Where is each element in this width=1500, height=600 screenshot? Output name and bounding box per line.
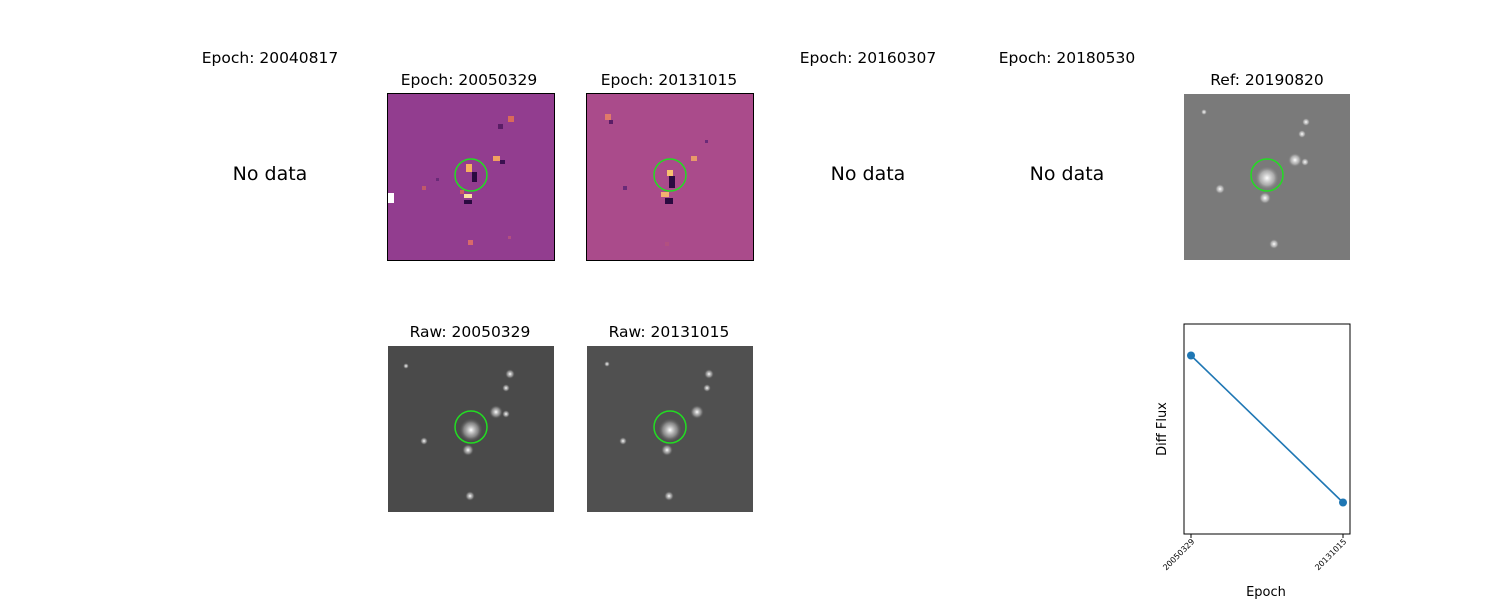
series-line — [1190, 354, 1344, 504]
x-axis-label: Epoch — [1246, 585, 1286, 600]
diff-flux-light-curve: 20050329 20131015 Diff Flux Epoch — [1155, 323, 1351, 600]
raw-image-20050329 — [388, 346, 554, 512]
no-data-label-epoch-1: No data — [232, 163, 308, 185]
epoch-title-2: Epoch: 20050329 — [400, 71, 538, 89]
epoch-title-4: Epoch: 20160307 — [799, 49, 937, 67]
plot-frame — [1183, 323, 1351, 535]
data-point — [1187, 351, 1195, 360]
x-tick-label: 20131015 — [1313, 537, 1348, 572]
raw-title-2: Raw: 20131015 — [608, 323, 730, 341]
data-point — [1339, 498, 1347, 507]
raw-image-20131015 — [587, 346, 753, 512]
y-axis-label: Diff Flux — [1155, 402, 1170, 456]
no-data-label-epoch-5: No data — [1029, 163, 1105, 185]
ref-image-20190820 — [1184, 94, 1350, 260]
diff-image-20131015 — [586, 93, 754, 261]
raw-title-1: Raw: 20050329 — [409, 323, 531, 341]
epoch-title-3: Epoch: 20131015 — [600, 71, 738, 89]
ref-title: Ref: 20190820 — [1210, 71, 1324, 89]
epoch-title-1: Epoch: 20040817 — [201, 49, 339, 67]
x-tick-label: 20050329 — [1161, 537, 1196, 572]
no-data-label-epoch-4: No data — [830, 163, 906, 185]
diff-image-20050329 — [387, 93, 555, 261]
epoch-title-5: Epoch: 20180530 — [998, 49, 1136, 67]
